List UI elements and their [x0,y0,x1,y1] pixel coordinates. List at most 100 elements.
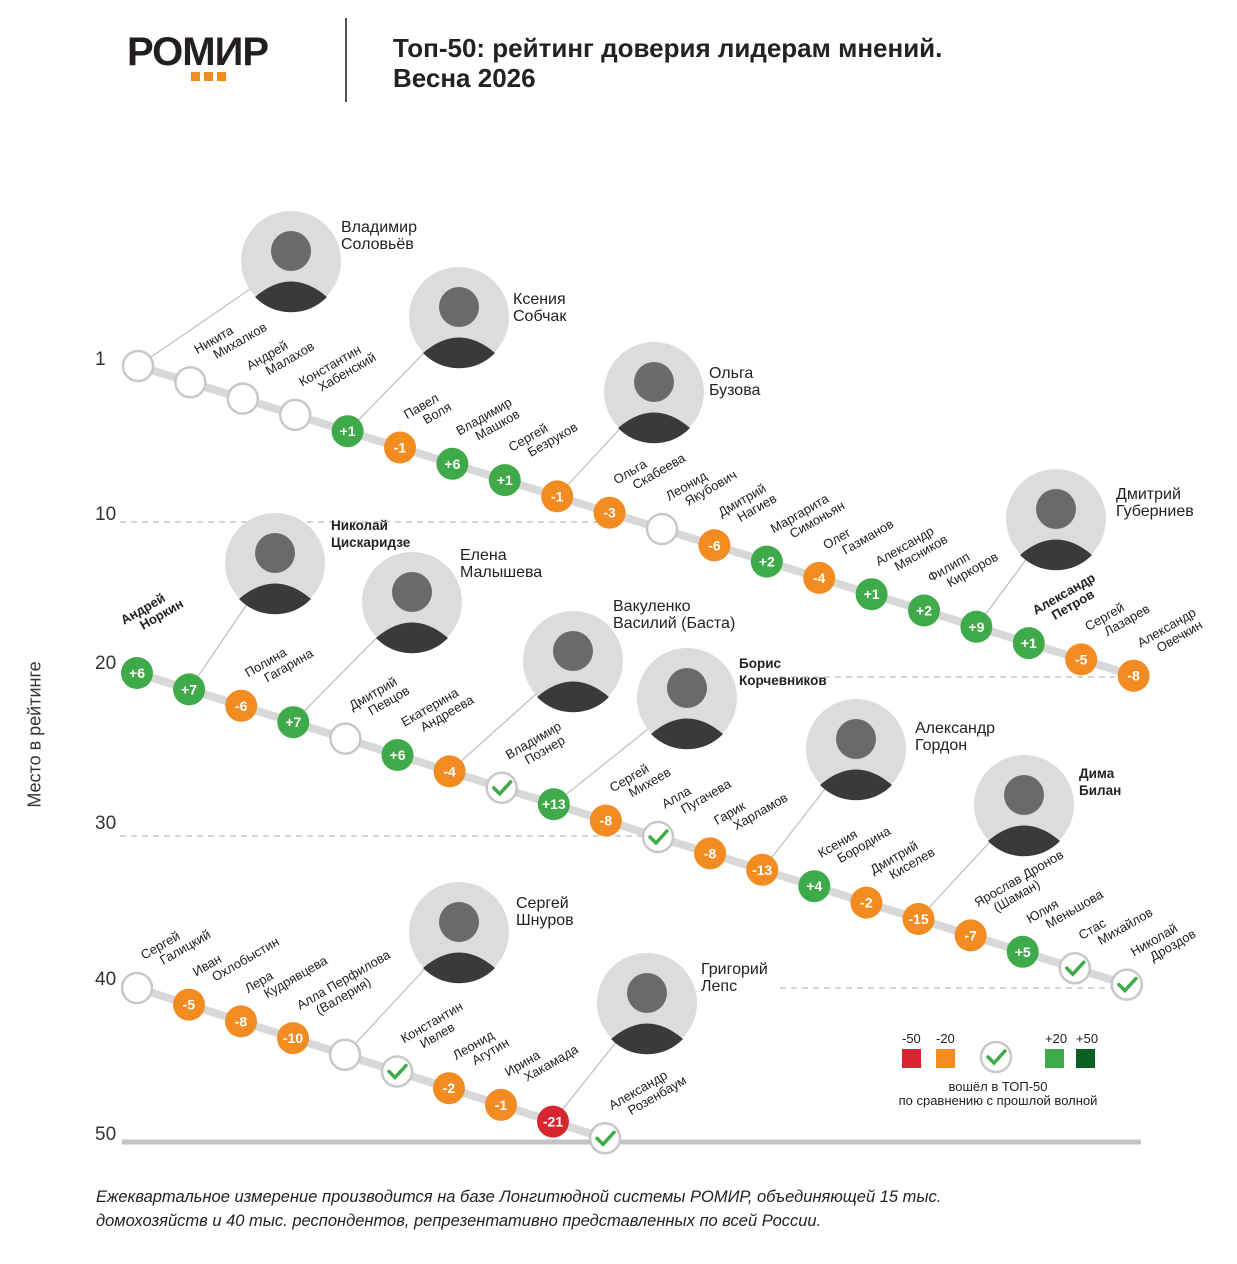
rank-node-43: -8 [225,1005,257,1038]
change-badge [436,447,469,480]
rank-node-17: +9 [960,610,993,643]
change-value: -15 [908,911,928,927]
change-badge [225,689,258,722]
legend-minus20-swatch [936,1049,955,1068]
person-photo [597,953,697,1055]
legend-plus20-label: +20 [1045,1031,1067,1046]
title-line-1: Топ-50: рейтинг доверия лидерам мнений. [393,33,943,63]
change-value: -7 [964,927,977,943]
person-photo [409,267,509,369]
person-head-icon [255,533,295,573]
change-value: -8 [704,845,717,861]
rank-node-6: -1 [384,431,416,464]
legend-minus50-label: -50 [902,1031,921,1046]
person-head-icon [271,231,311,271]
person-photo [225,513,325,615]
new-entry-marker [588,1122,622,1155]
legend-new-text: вошёл в ТОП-50 [949,1079,1048,1094]
name-line: Борис [739,656,781,671]
new-entry-marker [1058,951,1092,985]
no-change-marker [645,512,679,546]
rank-node-19: -5 [1065,643,1098,676]
change-value: +13 [542,796,566,812]
change-badge [485,1088,517,1121]
check-icon [1117,976,1138,994]
check-icon [491,780,513,797]
name-line: Дима [1079,766,1115,781]
change-value: +2 [916,603,932,619]
change-badge [173,673,206,706]
person-name-label: ПавелВоля [401,387,454,434]
change-badge [855,578,888,611]
name-line: Собчак [513,308,567,325]
rank-node-2 [174,366,207,399]
person-head-icon [836,719,876,759]
photo-name-label: Вакуленко Василий (Баста) [613,598,735,632]
rank-node-1 [121,349,155,383]
person-body-icon [376,622,448,654]
legend-new-text: по сравнению с прошлой волной [899,1093,1098,1108]
person-body-icon [618,412,690,444]
rank-node-37: -7 [954,919,987,952]
y-tick-label: 20 [95,653,116,674]
rank-node-47: -2 [433,1072,465,1105]
change-value: +2 [759,554,775,570]
person-head-icon [667,668,707,708]
check-icon [1065,960,1086,977]
rank-node-5: +1 [331,415,364,448]
rank-node-26: +6 [381,739,414,771]
person-name-label: АндрейНоркин [118,584,186,640]
legend-plus20-swatch [1045,1049,1064,1068]
no-change-marker [120,971,154,1005]
person-photo [974,755,1074,857]
name-line: Гордон [915,737,967,754]
new-entry-marker [641,820,675,854]
change-badge [384,431,416,464]
person-photo [409,882,509,984]
photo-name-label: Дима Билан [1079,766,1121,798]
rank-node-50 [588,1122,622,1155]
person-body-icon [1020,539,1092,571]
legend-new-marker [979,1040,1013,1074]
rank-node-7: +6 [436,447,469,480]
change-badge [331,415,364,448]
person-head-icon [1036,489,1076,529]
check-icon [648,829,669,846]
rank-node-15: +1 [855,578,888,611]
rank-node-38: +5 [1006,935,1039,968]
person-head-icon [439,902,479,942]
rank-node-3 [226,382,260,415]
name-line: Владимир [341,219,417,236]
rank-node-11 [645,512,679,546]
rank-node-29: +13 [537,788,570,821]
name-line: Шнуров [516,912,574,929]
name-line: Вакуленко [613,598,691,615]
rank-node-21: +6 [121,657,153,689]
change-badge [537,1105,569,1138]
legend-plus50-label: +50 [1076,1031,1098,1046]
person-photo [241,211,341,313]
change-value: +9 [968,619,984,635]
rank-node-8: +1 [488,464,521,497]
person-head-icon [553,631,593,671]
person-body-icon [651,718,723,750]
photo-name-label: Владимир Соловьёв [341,219,417,253]
change-badge [433,1072,465,1105]
photo-name-label: Дмитрий Губерниев [1116,486,1194,520]
logo-dots [191,72,226,81]
rank-node-12: -6 [698,529,731,562]
change-badge [1117,659,1150,692]
rank-node-32: -8 [694,837,727,870]
change-value: -10 [283,1030,303,1046]
legend-minus20-label: -20 [936,1031,955,1046]
photo-name-label: Николай Цискаридзе [331,518,411,550]
change-value: +1 [340,423,356,439]
legend-plus50-swatch [1076,1049,1095,1068]
rank-node-49: -21 [537,1105,569,1138]
change-badge [1012,627,1045,660]
change-badge [593,496,626,529]
name-line: Ольга [709,365,753,382]
name-line: Лепс [701,978,737,995]
person-photo [362,552,462,654]
